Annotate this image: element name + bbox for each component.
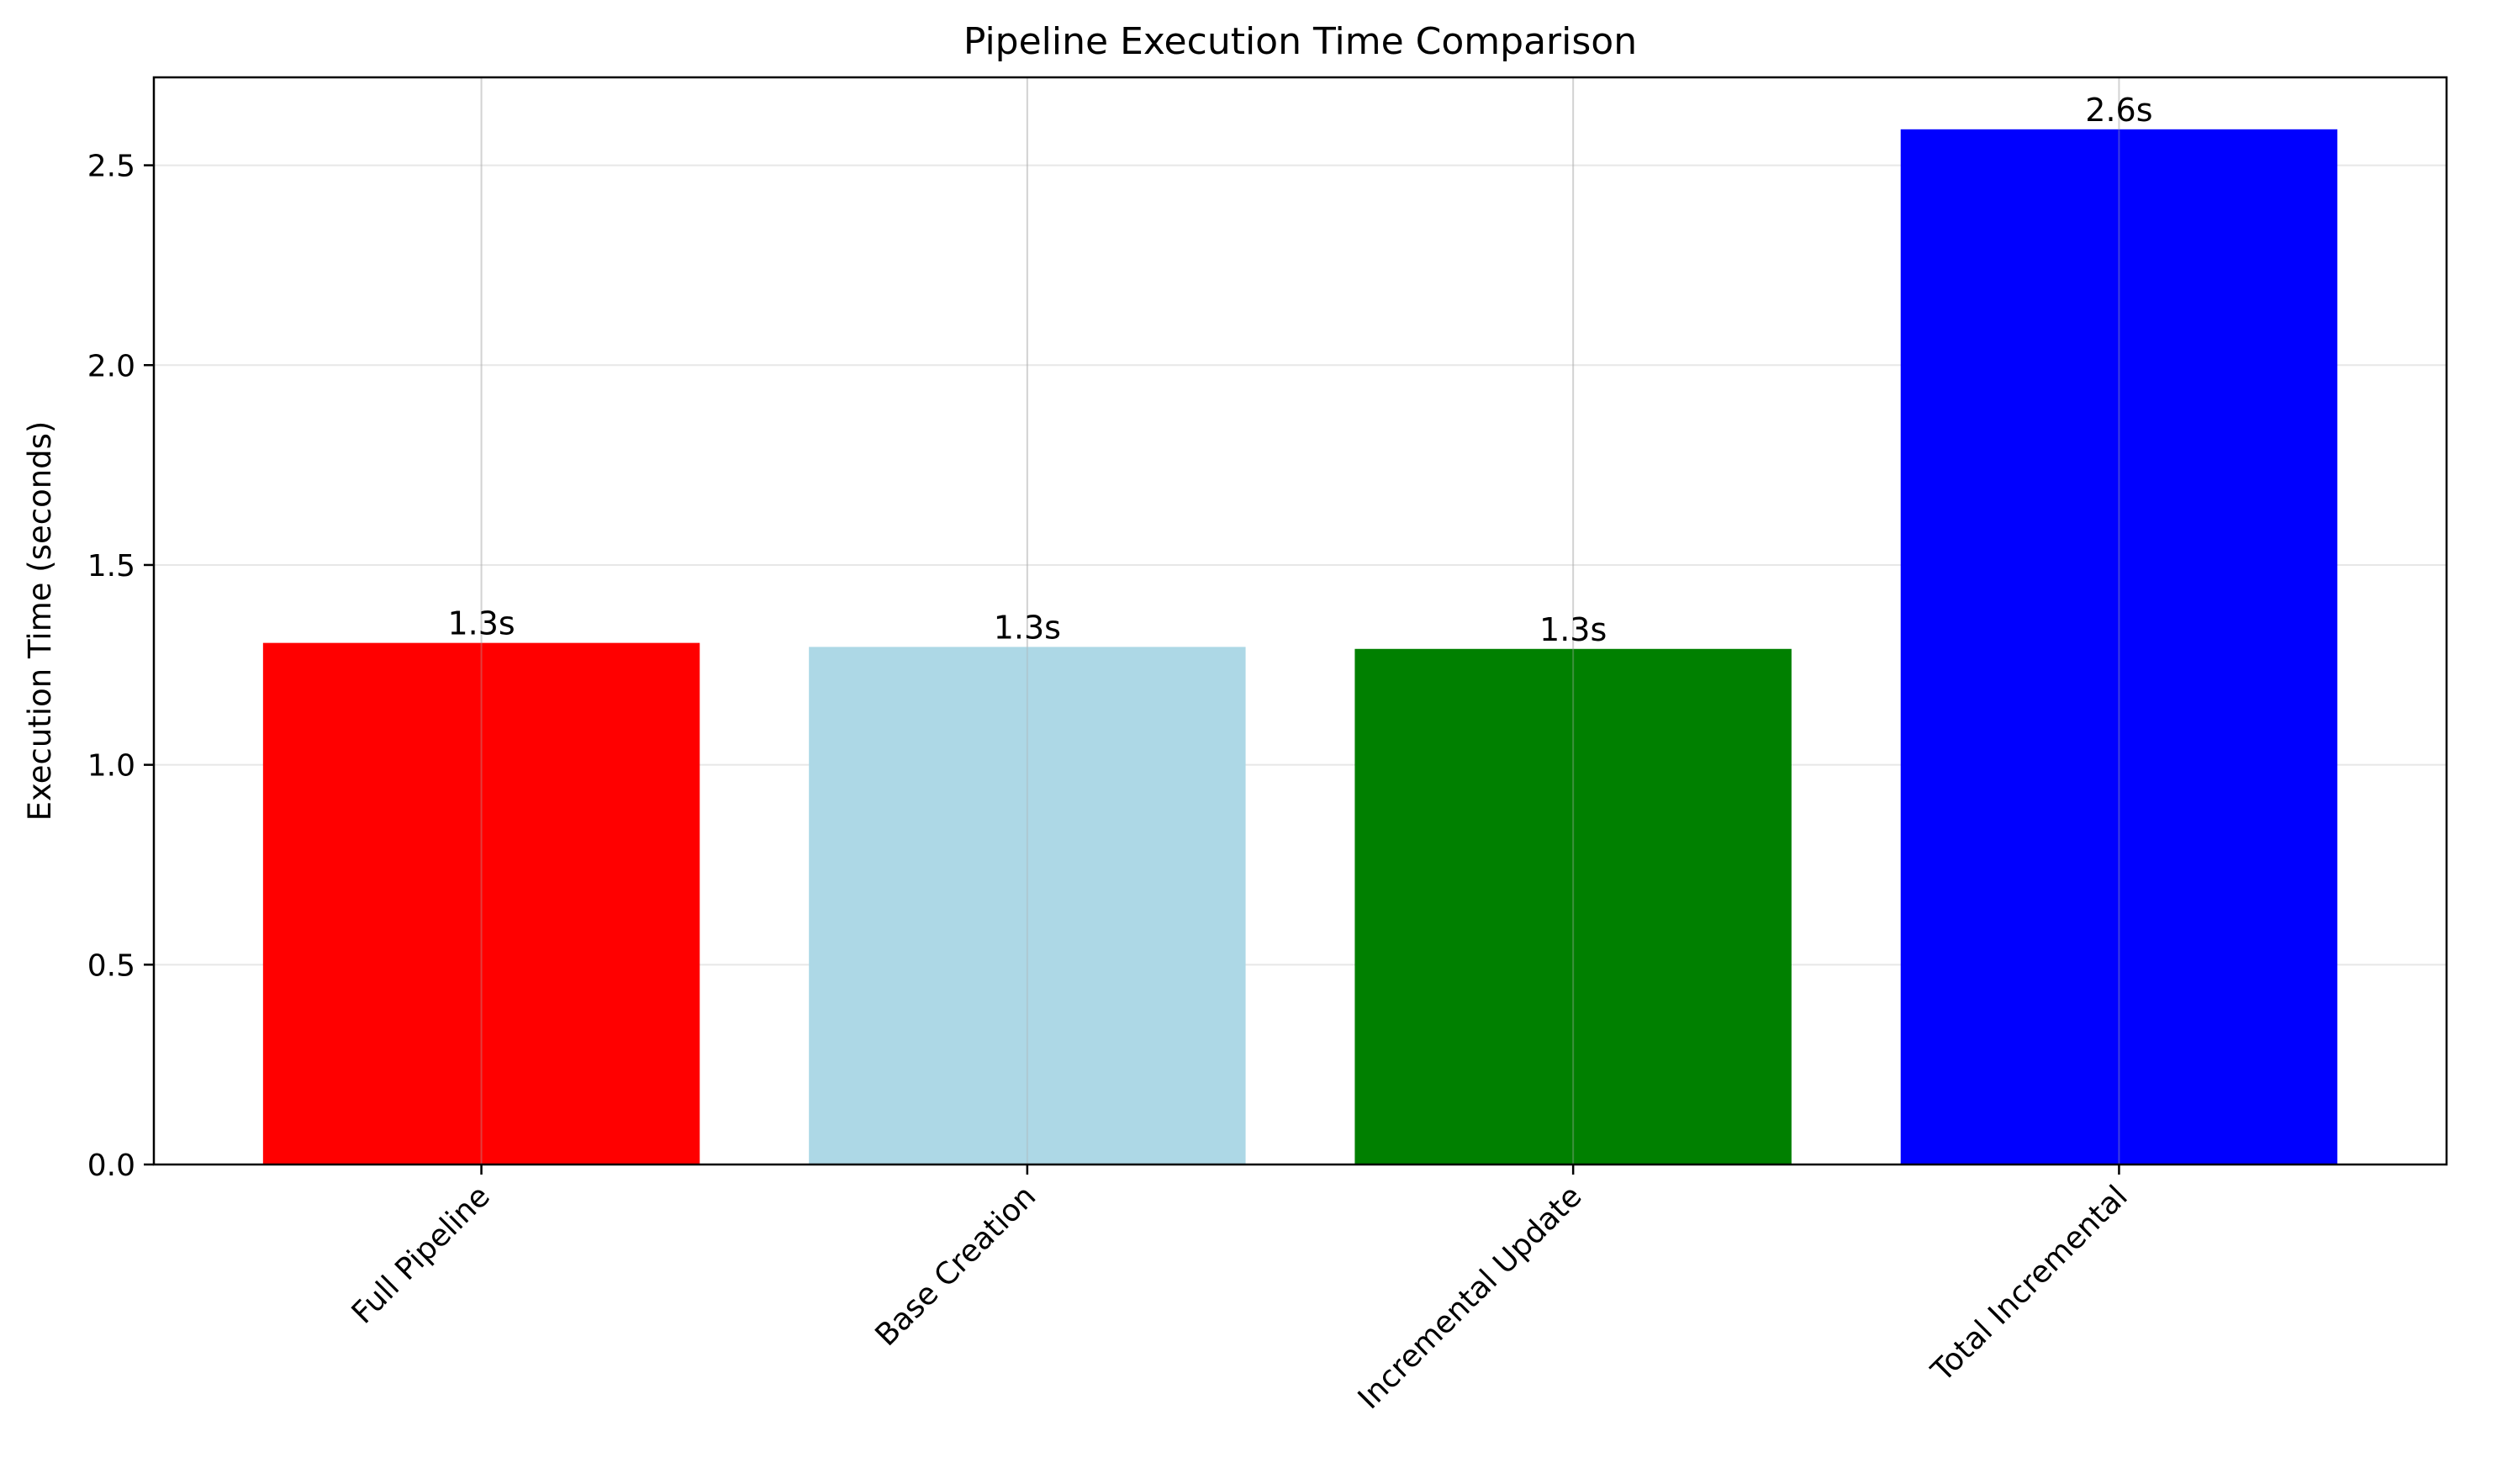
y-tick-label: 2.5 [87, 150, 135, 184]
y-tick-label: 1.0 [87, 749, 135, 784]
y-tick-label: 2.0 [87, 349, 135, 383]
x-tick-label: Incremental Update [1352, 1179, 1589, 1416]
bar [1354, 648, 1792, 1164]
y-tick-label: 0.0 [87, 1149, 135, 1183]
chart-title: Pipeline Execution Time Comparison [963, 20, 1637, 63]
bar-value-label: 1.3s [447, 605, 515, 642]
x-tick-label: Total Incremental [1924, 1179, 2135, 1389]
data-label-layer: 1.3s 1.3s 1.3s 2.6s [447, 92, 2152, 648]
y-tick-label: 1.5 [87, 549, 135, 584]
bar-value-label: 1.3s [994, 609, 1061, 646]
x-tick-label: Base Creation [868, 1179, 1043, 1353]
bar [1900, 129, 2338, 1164]
y-tick-label: 0.5 [87, 948, 135, 983]
bar [262, 642, 700, 1164]
plot-frame [152, 76, 2448, 1166]
bar [809, 647, 1246, 1164]
x-tick-label: Full Pipeline [346, 1179, 497, 1330]
grid-overlay [480, 77, 2120, 1164]
bar-layer [262, 129, 2338, 1164]
bar-value-label: 1.3s [1539, 611, 1607, 648]
bar-value-label: 2.6s [2085, 92, 2152, 129]
y-axis-label: Execution Time (seconds) [22, 421, 58, 821]
